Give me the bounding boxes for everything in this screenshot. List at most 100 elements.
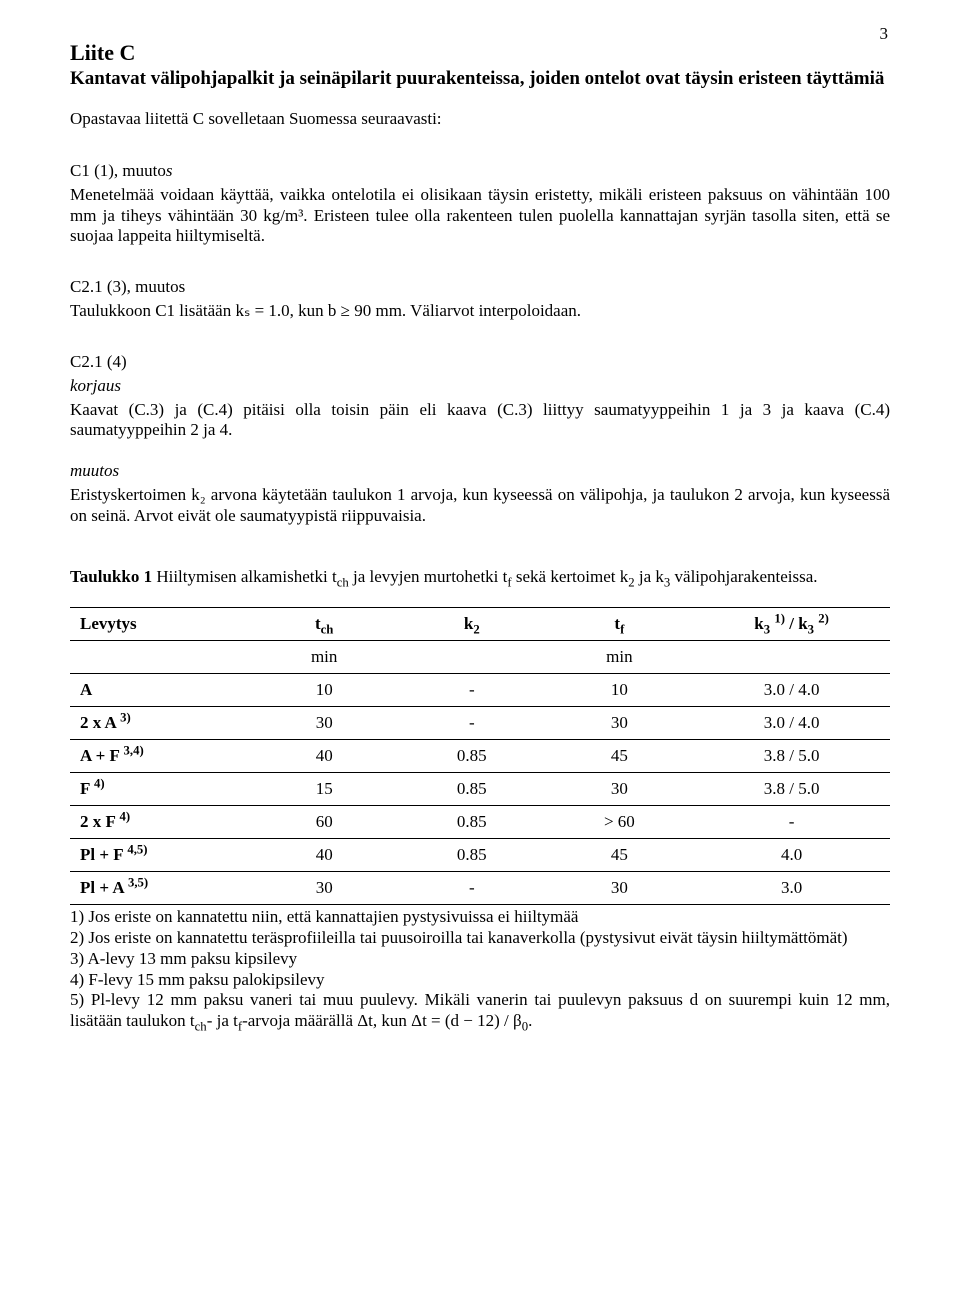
table1-caption-mid2: sekä kertoimet k xyxy=(512,567,629,586)
cell-c3: - xyxy=(398,674,546,707)
unit-tf: min xyxy=(546,641,694,674)
footnote-1: 1) Jos eriste on kannatettu niin, että k… xyxy=(70,907,890,928)
table-row: Pl + A 3,5) 30 - 30 3.0 xyxy=(70,872,890,905)
intro-text: Opastavaa liitettä C sovelletaan Suomess… xyxy=(70,109,890,129)
table1-caption-mid3: ja k xyxy=(635,567,664,586)
cell-c1: Pl + A xyxy=(80,878,128,897)
cell-c1-sup: 4) xyxy=(94,777,105,791)
table1-caption-rest: Hiiltymisen alkamishetki t xyxy=(152,567,337,586)
table-row: 2 x A 3) 30 - 30 3.0 / 4.0 xyxy=(70,707,890,740)
th-tf-sub: f xyxy=(620,623,624,637)
cell-c1-sup: 3) xyxy=(120,711,131,725)
table1-caption-prefix: Taulukko 1 xyxy=(70,567,152,586)
cell-c2: 30 xyxy=(250,872,398,905)
cell-c1-sup: 4,5) xyxy=(127,843,147,857)
cell-c1-sup: 3,5) xyxy=(128,876,148,890)
th-k3-m1: k xyxy=(754,614,763,633)
table-header-row: Levytys tch k2 tf k3 1) / k3 2) xyxy=(70,608,890,641)
cell-c3: 0.85 xyxy=(398,806,546,839)
cell-c2: 15 xyxy=(250,773,398,806)
table1: Levytys tch k2 tf k3 1) / k3 2) min min … xyxy=(70,607,890,905)
page-number: 3 xyxy=(880,24,889,44)
cell-c5: 3.0 xyxy=(693,872,890,905)
korjaus-label: korjaus xyxy=(70,376,890,396)
footnote-4: 4) F-levy 15 mm paksu palokipsilevy xyxy=(70,970,890,991)
table-row: Pl + F 4,5) 40 0.85 45 4.0 xyxy=(70,839,890,872)
cell-c5: 3.0 / 4.0 xyxy=(693,707,890,740)
section-c21-4-label: C2.1 (4) xyxy=(70,352,890,372)
page: 3 Liite C Kantavat välipohjapalkit ja se… xyxy=(0,0,960,1295)
cell-c2: 10 xyxy=(250,674,398,707)
footnote-2: 2) Jos eriste on kannatettu teräsprofiil… xyxy=(70,928,890,949)
table-row: F 4) 15 0.85 30 3.8 / 5.0 xyxy=(70,773,890,806)
cell-c2: 40 xyxy=(250,839,398,872)
cell-c1: 2 x A xyxy=(80,713,120,732)
table1-caption-end: välipohjarakenteissa. xyxy=(670,567,817,586)
th-k3-s1: 3 xyxy=(764,623,770,637)
c1-text: Menetelmää voidaan käyttää, vaikka ontel… xyxy=(70,185,890,247)
cell-c2: 30 xyxy=(250,707,398,740)
subtitle: Kantavat välipohjapalkit ja seinäpilarit… xyxy=(70,68,890,91)
cell-c4: 30 xyxy=(546,773,694,806)
muutos-text: Eristyskertoimen k₂ arvona käytetään tau… xyxy=(70,485,890,526)
th-k3-sup2: 2) xyxy=(818,612,829,626)
cell-c5: - xyxy=(693,806,890,839)
th-levytys: Levytys xyxy=(70,608,250,641)
f5-end: . xyxy=(528,1011,532,1030)
table-row: A 10 - 10 3.0 / 4.0 xyxy=(70,674,890,707)
f5-mid2: -arvoja määrällä Δt, kun Δt = (d − 12) /… xyxy=(242,1011,522,1030)
cell-c4: 30 xyxy=(546,707,694,740)
c1-label-prefix: C1 (1), muuto xyxy=(70,161,166,180)
c21-3-text: Taulukkoon C1 lisätään kₛ = 1.0, kun b ≥… xyxy=(70,301,890,322)
footnote-3: 3) A-levy 13 mm paksu kipsilevy xyxy=(70,949,890,970)
f5-mid1: - ja t xyxy=(207,1011,238,1030)
cell-c4: 45 xyxy=(546,839,694,872)
th-k3-sup1: 1) xyxy=(774,612,785,626)
title-liite-c: Liite C xyxy=(70,40,890,66)
footnote-5: 5) Pl-levy 12 mm paksu vaneri tai muu pu… xyxy=(70,990,890,1031)
table1-footnotes: 1) Jos eriste on kannatettu niin, että k… xyxy=(70,907,890,1031)
th-k3-slash: / k xyxy=(785,614,808,633)
table1-caption-mid1: ja levyjen murtohetki t xyxy=(349,567,508,586)
cell-c4: 30 xyxy=(546,872,694,905)
cell-c3: - xyxy=(398,707,546,740)
cell-c4: 45 xyxy=(546,740,694,773)
th-k2-main: k xyxy=(464,614,473,633)
cell-c4: > 60 xyxy=(546,806,694,839)
cell-c1: 2 x F xyxy=(80,812,120,831)
cell-c5: 3.8 / 5.0 xyxy=(693,740,890,773)
korjaus-text: Kaavat (C.3) ja (C.4) pitäisi olla toisi… xyxy=(70,400,890,441)
cell-c3: - xyxy=(398,872,546,905)
cell-c5: 4.0 xyxy=(693,839,890,872)
th-k2-sub: 2 xyxy=(473,623,479,637)
th-k2: k2 xyxy=(398,608,546,641)
f5-sub1: ch xyxy=(195,1019,207,1033)
cell-c1-sup: 3,4) xyxy=(124,744,144,758)
cell-c3: 0.85 xyxy=(398,839,546,872)
th-tch: tch xyxy=(250,608,398,641)
section-c1-label: C1 (1), muutos xyxy=(70,161,890,181)
table1-caption: Taulukko 1 Hiiltymisen alkamishetki tch … xyxy=(70,567,890,588)
cell-c1: A + F xyxy=(80,746,124,765)
c1-label-italic: s xyxy=(166,161,173,180)
th-k3: k3 1) / k3 2) xyxy=(693,608,890,641)
cell-c2: 60 xyxy=(250,806,398,839)
cell-c4: 10 xyxy=(546,674,694,707)
table-units-row: min min xyxy=(70,641,890,674)
cell-c3: 0.85 xyxy=(398,773,546,806)
unit-tch: min xyxy=(250,641,398,674)
cell-c5: 3.0 / 4.0 xyxy=(693,674,890,707)
cell-c1: F xyxy=(80,779,94,798)
cell-c3: 0.85 xyxy=(398,740,546,773)
cell-c1: Pl + F xyxy=(80,845,127,864)
table-row: A + F 3,4) 40 0.85 45 3.8 / 5.0 xyxy=(70,740,890,773)
cell-c5: 3.8 / 5.0 xyxy=(693,773,890,806)
table-row: 2 x F 4) 60 0.85 > 60 - xyxy=(70,806,890,839)
cell-c1-sup: 4) xyxy=(120,810,131,824)
th-tf: tf xyxy=(546,608,694,641)
section-c21-3-label: C2.1 (3), muutos xyxy=(70,277,890,297)
cell-c2: 40 xyxy=(250,740,398,773)
cell-c1: A xyxy=(80,680,92,699)
th-tch-sub: ch xyxy=(321,623,334,637)
table1-caption-sub1: ch xyxy=(337,575,349,589)
